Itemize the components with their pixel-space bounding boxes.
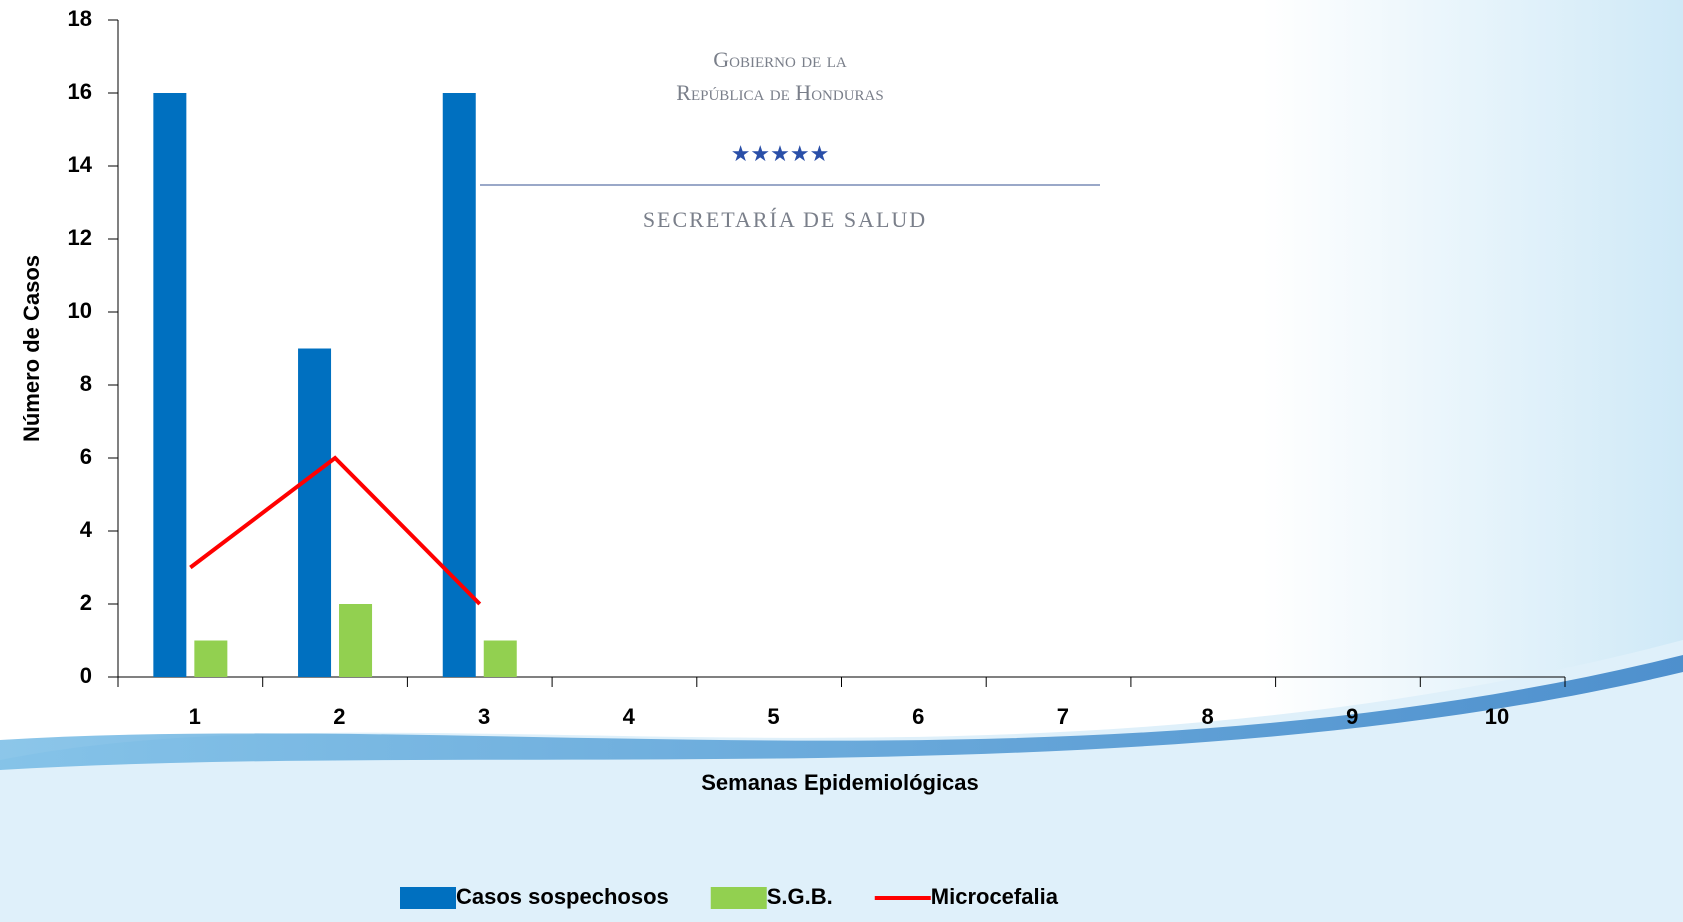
x-tick-label: 9 — [1346, 704, 1358, 729]
x-tick-label: 3 — [478, 704, 490, 729]
x-tick-label: 8 — [1201, 704, 1213, 729]
x-axis-title: Semanas Epidemiológicas — [701, 770, 979, 795]
line-series — [189, 455, 482, 606]
y-tick-label: 4 — [80, 517, 93, 542]
wave-light — [0, 640, 1683, 922]
y-tick-label: 2 — [80, 590, 92, 615]
bar — [339, 604, 373, 677]
bar — [442, 93, 476, 677]
y-tick-label: 18 — [68, 6, 92, 31]
x-tick-label: 6 — [912, 704, 924, 729]
x-tick-label: 4 — [623, 704, 636, 729]
bar — [194, 640, 228, 677]
bar — [153, 93, 187, 677]
logo-text: Gobierno de la — [713, 47, 847, 72]
bar — [483, 640, 517, 677]
wave — [0, 655, 1683, 770]
x-tick-label: 7 — [1057, 704, 1069, 729]
y-tick-label: 10 — [68, 298, 92, 323]
x-tick-label: 10 — [1485, 704, 1509, 729]
y-tick-label: 12 — [68, 225, 92, 250]
y-tick-label: 14 — [68, 152, 93, 177]
y-tick-label: 6 — [80, 444, 92, 469]
logo-text: República de Honduras — [676, 80, 883, 105]
legend-label: S.G.B. — [767, 884, 833, 909]
y-tick-label: 16 — [68, 79, 92, 104]
y-tick-label: 8 — [80, 371, 92, 396]
logo-text: Secretaría de Salud — [643, 207, 927, 232]
bar — [298, 348, 332, 677]
logo: Gobierno de la República de Honduras ★★★… — [480, 47, 1100, 232]
x-tick-label: 5 — [767, 704, 779, 729]
legend-label: Microcefalia — [931, 884, 1059, 909]
x-tick-label: 2 — [333, 704, 345, 729]
legend-label: Casos sospechosos — [456, 884, 669, 909]
y-axis-title: Número de Casos — [19, 255, 44, 442]
stars: ★★★★★ — [731, 141, 830, 166]
legend-swatch — [400, 887, 456, 909]
x-tick-label: 1 — [189, 704, 201, 729]
y-tick-label: 0 — [80, 663, 92, 688]
legend-swatch — [710, 887, 767, 909]
